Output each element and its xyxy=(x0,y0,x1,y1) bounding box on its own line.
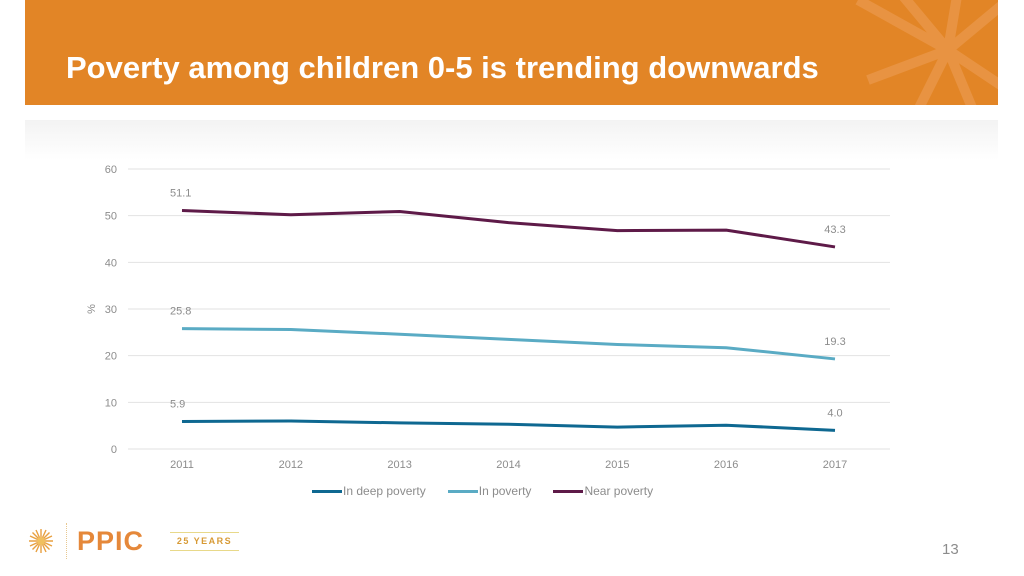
x-tick-label: 2015 xyxy=(605,459,629,471)
y-tick-label: 50 xyxy=(105,211,117,223)
logo-divider xyxy=(66,523,67,559)
x-tick-label: 2013 xyxy=(387,459,411,471)
slide-title: Poverty among children 0-5 is trending d… xyxy=(66,50,819,85)
chart-panel: 0 10 20 30 40 50 60 2011 2012 2013 2014 2015 2016 20… xyxy=(25,120,998,520)
data-label: 25.8 xyxy=(170,306,191,318)
x-tick-label: 2016 xyxy=(714,459,738,471)
series-line-in-deep-poverty xyxy=(181,419,836,432)
legend-swatch xyxy=(553,489,584,493)
y-tick-label: 10 xyxy=(105,397,117,409)
data-label: 51.1 xyxy=(170,188,191,200)
page-number: 13 xyxy=(942,541,959,558)
legend-label: Near poverty xyxy=(584,484,654,498)
y-tick-label: 60 xyxy=(105,164,117,176)
y-tick-label: 0 xyxy=(111,444,117,456)
series-line-in-poverty xyxy=(181,327,836,361)
ppic-wordmark: PPIC xyxy=(77,525,145,556)
starburst-decoration-icon xyxy=(855,0,998,105)
legend-label: In deep poverty xyxy=(343,484,426,498)
y-tick-label: 30 xyxy=(105,304,117,316)
anniversary-badge: 25 YEARS xyxy=(170,532,239,551)
sun-logo-icon xyxy=(29,529,53,553)
line-chart: 0 10 20 30 40 50 60 2011 2012 2013 2014 2015 2016 20… xyxy=(86,164,890,471)
data-label: 5.9 xyxy=(170,398,185,410)
y-axis-label: % xyxy=(86,304,98,314)
y-tick-label: 20 xyxy=(105,351,117,363)
legend-swatch xyxy=(447,489,478,493)
legend-swatch xyxy=(312,489,342,493)
x-tick-label: 2014 xyxy=(496,459,520,471)
legend-item: Near poverty xyxy=(553,484,653,498)
legend-label: In poverty xyxy=(478,484,532,498)
data-label: 43.3 xyxy=(824,224,845,236)
chart-legend: In deep poverty In poverty Near poverty xyxy=(312,484,653,498)
legend-item: In deep poverty xyxy=(312,484,426,498)
legend-item: In poverty xyxy=(447,484,532,498)
ppic-logo: PPIC xyxy=(28,523,144,559)
x-tick-label: 2017 xyxy=(823,459,847,471)
data-label: 19.3 xyxy=(824,336,845,348)
x-tick-label: 2011 xyxy=(170,459,194,471)
y-tick-label: 40 xyxy=(105,257,117,269)
data-label: 4.0 xyxy=(827,407,842,419)
x-tick-label: 2012 xyxy=(279,459,303,471)
title-banner: Poverty among children 0-5 is trending d… xyxy=(25,0,998,105)
